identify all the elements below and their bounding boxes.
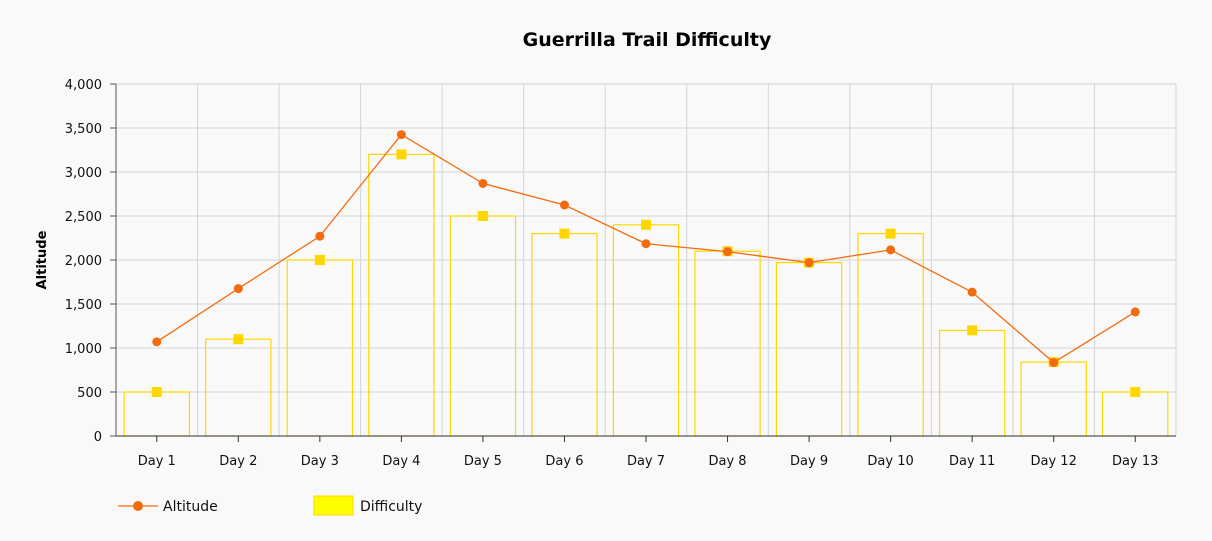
x-tick-label: Day 3: [301, 454, 339, 469]
x-tick-label: Day 1: [138, 454, 176, 469]
y-tick-label: 1,500: [65, 298, 102, 313]
altitude-point: [396, 130, 406, 140]
difficulty-square-marker: [559, 228, 570, 239]
x-tick-label: Day 7: [627, 454, 665, 469]
difficulty-bar: [1020, 361, 1087, 437]
x-tick-label: Day 6: [545, 454, 583, 469]
x-tick-label: Day 9: [790, 454, 828, 469]
legend-label-altitude: Altitude: [163, 499, 218, 515]
difficulty-bar: [938, 329, 1006, 437]
difficulty-square-marker: [233, 334, 244, 345]
altitude-point: [886, 245, 896, 255]
y-tick-label: 0: [94, 430, 102, 445]
altitude-point: [559, 200, 569, 210]
y-tick-label: 3,500: [65, 122, 102, 137]
legend-item-altitude[interactable]: Altitude: [118, 499, 218, 515]
difficulty-bar: [694, 250, 761, 437]
y-axis-title: Altitude: [35, 230, 50, 289]
difficulty-square-marker: [477, 211, 488, 221]
altitude-point: [233, 284, 243, 294]
altitude-point: [804, 258, 814, 268]
difficulty-bar: [612, 224, 680, 437]
altitude-point: [967, 287, 977, 297]
difficulty-bar: [123, 391, 190, 437]
y-tick-label: 500: [77, 386, 102, 401]
difficulty-bar: [531, 233, 598, 437]
altitude-point: [641, 239, 651, 249]
difficulty-bar: [857, 233, 924, 437]
grid: [116, 83, 1177, 436]
altitude-point: [1130, 307, 1140, 317]
difficulty-square-marker: [967, 325, 978, 336]
x-tick-label: Day 12: [1031, 454, 1077, 469]
legend-item-difficulty[interactable]: Difficulty: [313, 495, 422, 516]
x-tick-label: Day 5: [464, 454, 502, 469]
difficulty-square-marker: [396, 149, 407, 160]
x-tick-label: Day 10: [867, 454, 913, 469]
legend: Altitude Difficulty: [118, 495, 422, 516]
axes: 0 500 1,000 1,500 2,000 2,500 3,000 3,500 4,000 D…: [65, 78, 1176, 469]
altitude-line: [156, 133, 1136, 364]
altitude-point: [315, 231, 325, 241]
line-series: [152, 130, 1140, 368]
difficulty-square-marker: [151, 387, 162, 397]
difficulty-bar: [775, 262, 843, 437]
x-tick-label: Day 13: [1112, 454, 1158, 469]
difficulty-bar: [1102, 391, 1169, 437]
difficulty-square-marker: [1130, 387, 1141, 397]
difficulty-square-marker: [885, 228, 896, 239]
x-tick-label: Day 2: [219, 454, 257, 469]
x-tick-label: Day 11: [949, 454, 995, 469]
y-tick-label: 4,000: [65, 78, 102, 93]
y-tick-label: 3,000: [65, 166, 102, 181]
y-tick-label: 2,000: [65, 254, 102, 269]
difficulty-bar: [368, 153, 435, 437]
altitude-point: [152, 337, 162, 347]
altitude-point: [1049, 358, 1059, 368]
bar-series: [123, 149, 1169, 437]
difficulty-square-marker: [314, 255, 325, 265]
difficulty-bar: [205, 338, 272, 437]
legend-label-difficulty: Difficulty: [360, 499, 422, 515]
altitude-point: [723, 247, 733, 257]
y-tick-label: 2,500: [65, 210, 102, 225]
legend-bar-swatch: [313, 495, 354, 516]
altitude-point: [478, 178, 488, 188]
difficulty-bar: [449, 215, 517, 437]
chart-title: Guerrilla Trail Difficulty: [523, 29, 772, 51]
legend-circle-marker: [133, 501, 143, 511]
x-tick-label: Day 4: [382, 454, 420, 469]
x-tick-label: Day 8: [708, 454, 746, 469]
y-tick-label: 1,000: [65, 342, 102, 357]
difficulty-square-marker: [641, 219, 651, 230]
